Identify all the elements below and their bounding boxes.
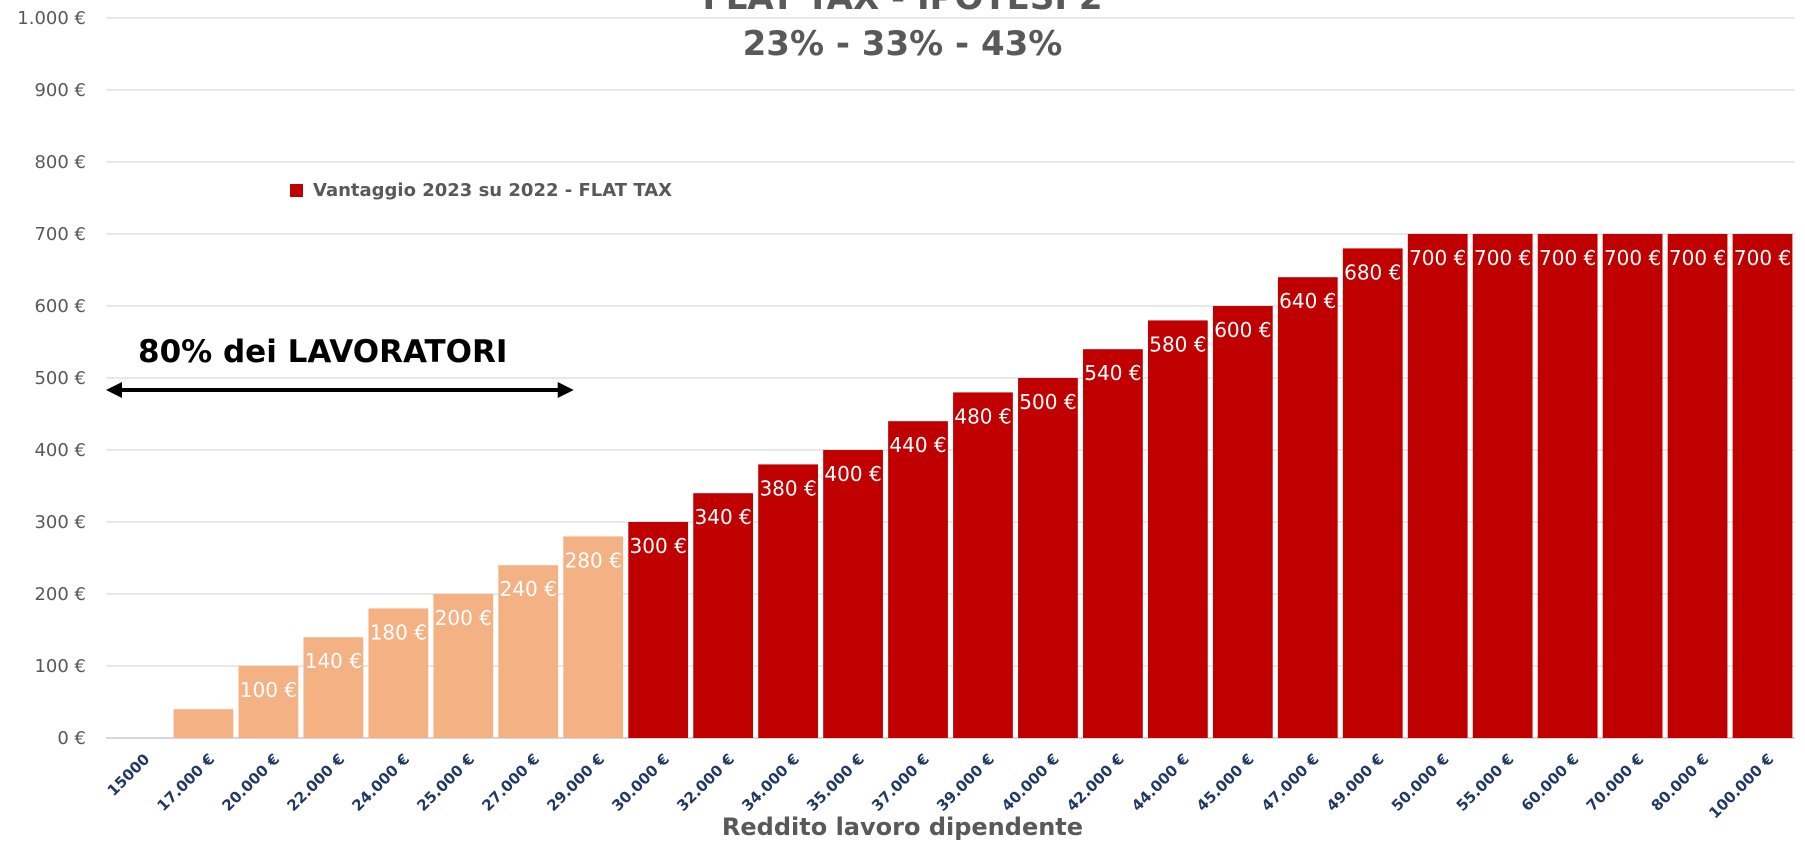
bar (888, 421, 948, 738)
data-label: 700 € (1734, 246, 1791, 270)
data-label: 700 € (1604, 246, 1661, 270)
y-tick-label: 400 € (34, 440, 86, 461)
y-tick-label: 1.000 € (17, 8, 86, 29)
bar (823, 450, 883, 738)
x-tick-label: 60.000 € (1518, 750, 1583, 815)
x-tick-label: 29.000 € (543, 750, 608, 815)
data-label: 500 € (1019, 390, 1076, 414)
x-tick-label: 70.000 € (1583, 750, 1648, 815)
x-tick-label: 45.000 € (1193, 750, 1258, 815)
x-tick-label: 50.000 € (1388, 750, 1453, 815)
data-label: 440 € (889, 433, 946, 457)
x-tick-label: 27.000 € (478, 750, 543, 815)
y-tick-label: 200 € (34, 584, 86, 605)
x-tick-label: 25.000 € (413, 750, 478, 815)
x-tick-label: 80.000 € (1648, 750, 1713, 815)
bar (758, 464, 818, 738)
data-label: 640 € (1279, 289, 1336, 313)
data-label: 700 € (1409, 246, 1466, 270)
data-label: 700 € (1539, 246, 1596, 270)
annotation-arrow-head-left (106, 382, 122, 398)
data-label: 700 € (1474, 246, 1531, 270)
y-tick-label: 500 € (34, 368, 86, 389)
data-label: 240 € (500, 577, 557, 601)
y-tick-label: 600 € (34, 296, 86, 317)
bar (1342, 248, 1403, 738)
data-label: 400 € (824, 462, 881, 486)
data-label: 380 € (759, 476, 816, 500)
y-tick-label: 100 € (34, 656, 86, 677)
bar (693, 493, 754, 738)
x-tick-label: 100.000 € (1705, 750, 1777, 822)
annotation-arrow-head-right (557, 382, 574, 398)
bar (563, 536, 624, 738)
data-label: 180 € (370, 620, 427, 644)
data-label: 340 € (695, 505, 752, 529)
bar (1537, 234, 1598, 738)
bar (1147, 320, 1208, 738)
legend-label: Vantaggio 2023 su 2022 - FLAT TAX (313, 180, 673, 201)
bar (628, 522, 689, 738)
data-label: 100 € (240, 678, 297, 702)
x-tick-label: 15000 (104, 750, 154, 800)
data-label: 480 € (954, 404, 1011, 428)
data-label: 580 € (1149, 332, 1206, 356)
x-tick-label: 40.000 € (998, 750, 1063, 815)
x-tick-label: 20.000 € (218, 750, 283, 815)
bar (1083, 349, 1143, 738)
bar (498, 565, 559, 738)
data-label: 280 € (565, 548, 622, 572)
bar (953, 392, 1013, 738)
x-tick-label: 49.000 € (1323, 750, 1388, 815)
annotation-text: 80% dei LAVORATORI (138, 334, 508, 370)
data-label: 540 € (1084, 361, 1141, 385)
x-tick-label: 35.000 € (803, 750, 868, 815)
bar (368, 608, 429, 738)
bar (238, 666, 299, 738)
x-tick-label: 32.000 € (673, 750, 738, 815)
bar (303, 637, 364, 738)
bar (1602, 234, 1663, 738)
x-tick-label: 34.000 € (738, 750, 803, 815)
bar (1407, 234, 1468, 738)
bar (1018, 378, 1078, 738)
legend: Vantaggio 2023 su 2022 - FLAT TAX (290, 180, 672, 201)
x-tick-label: 47.000 € (1258, 750, 1323, 815)
bar (1732, 234, 1793, 738)
bar (1472, 234, 1533, 738)
x-tick-label: 39.000 € (933, 750, 998, 815)
data-label: 700 € (1669, 246, 1726, 270)
y-tick-label: 700 € (34, 224, 86, 245)
x-tick-label: 24.000 € (348, 750, 413, 815)
chart-title-line-2: 23% - 33% - 43% (742, 24, 1063, 64)
y-tick-label: 900 € (34, 80, 86, 101)
legend-swatch (290, 184, 303, 197)
x-tick-label: 30.000 € (608, 750, 673, 815)
x-tick-label: 22.000 € (283, 750, 348, 815)
x-tick-label: 44.000 € (1128, 750, 1193, 815)
bar (1667, 234, 1728, 738)
x-tick-label: 17.000 € (154, 750, 219, 815)
chart-title-line-1: FLAT TAX - IPOTESI 2 (0, 0, 1805, 18)
x-tick-label: 37.000 € (868, 750, 933, 815)
data-label: 300 € (630, 534, 687, 558)
bar (173, 709, 234, 738)
x-tick-label: 42.000 € (1063, 750, 1128, 815)
y-tick-label: 800 € (34, 152, 86, 173)
y-tick-label: 0 € (57, 728, 86, 749)
x-tick-label: 55.000 € (1453, 750, 1518, 815)
data-label: 200 € (435, 606, 492, 630)
x-axis-title: Reddito lavoro dipendente (721, 813, 1084, 841)
data-label: 680 € (1344, 260, 1401, 284)
bar (1212, 306, 1273, 738)
data-label: 140 € (305, 649, 362, 673)
bar (433, 594, 494, 738)
bar (1277, 277, 1338, 738)
y-tick-label: 300 € (34, 512, 86, 533)
data-label: 600 € (1214, 318, 1271, 342)
